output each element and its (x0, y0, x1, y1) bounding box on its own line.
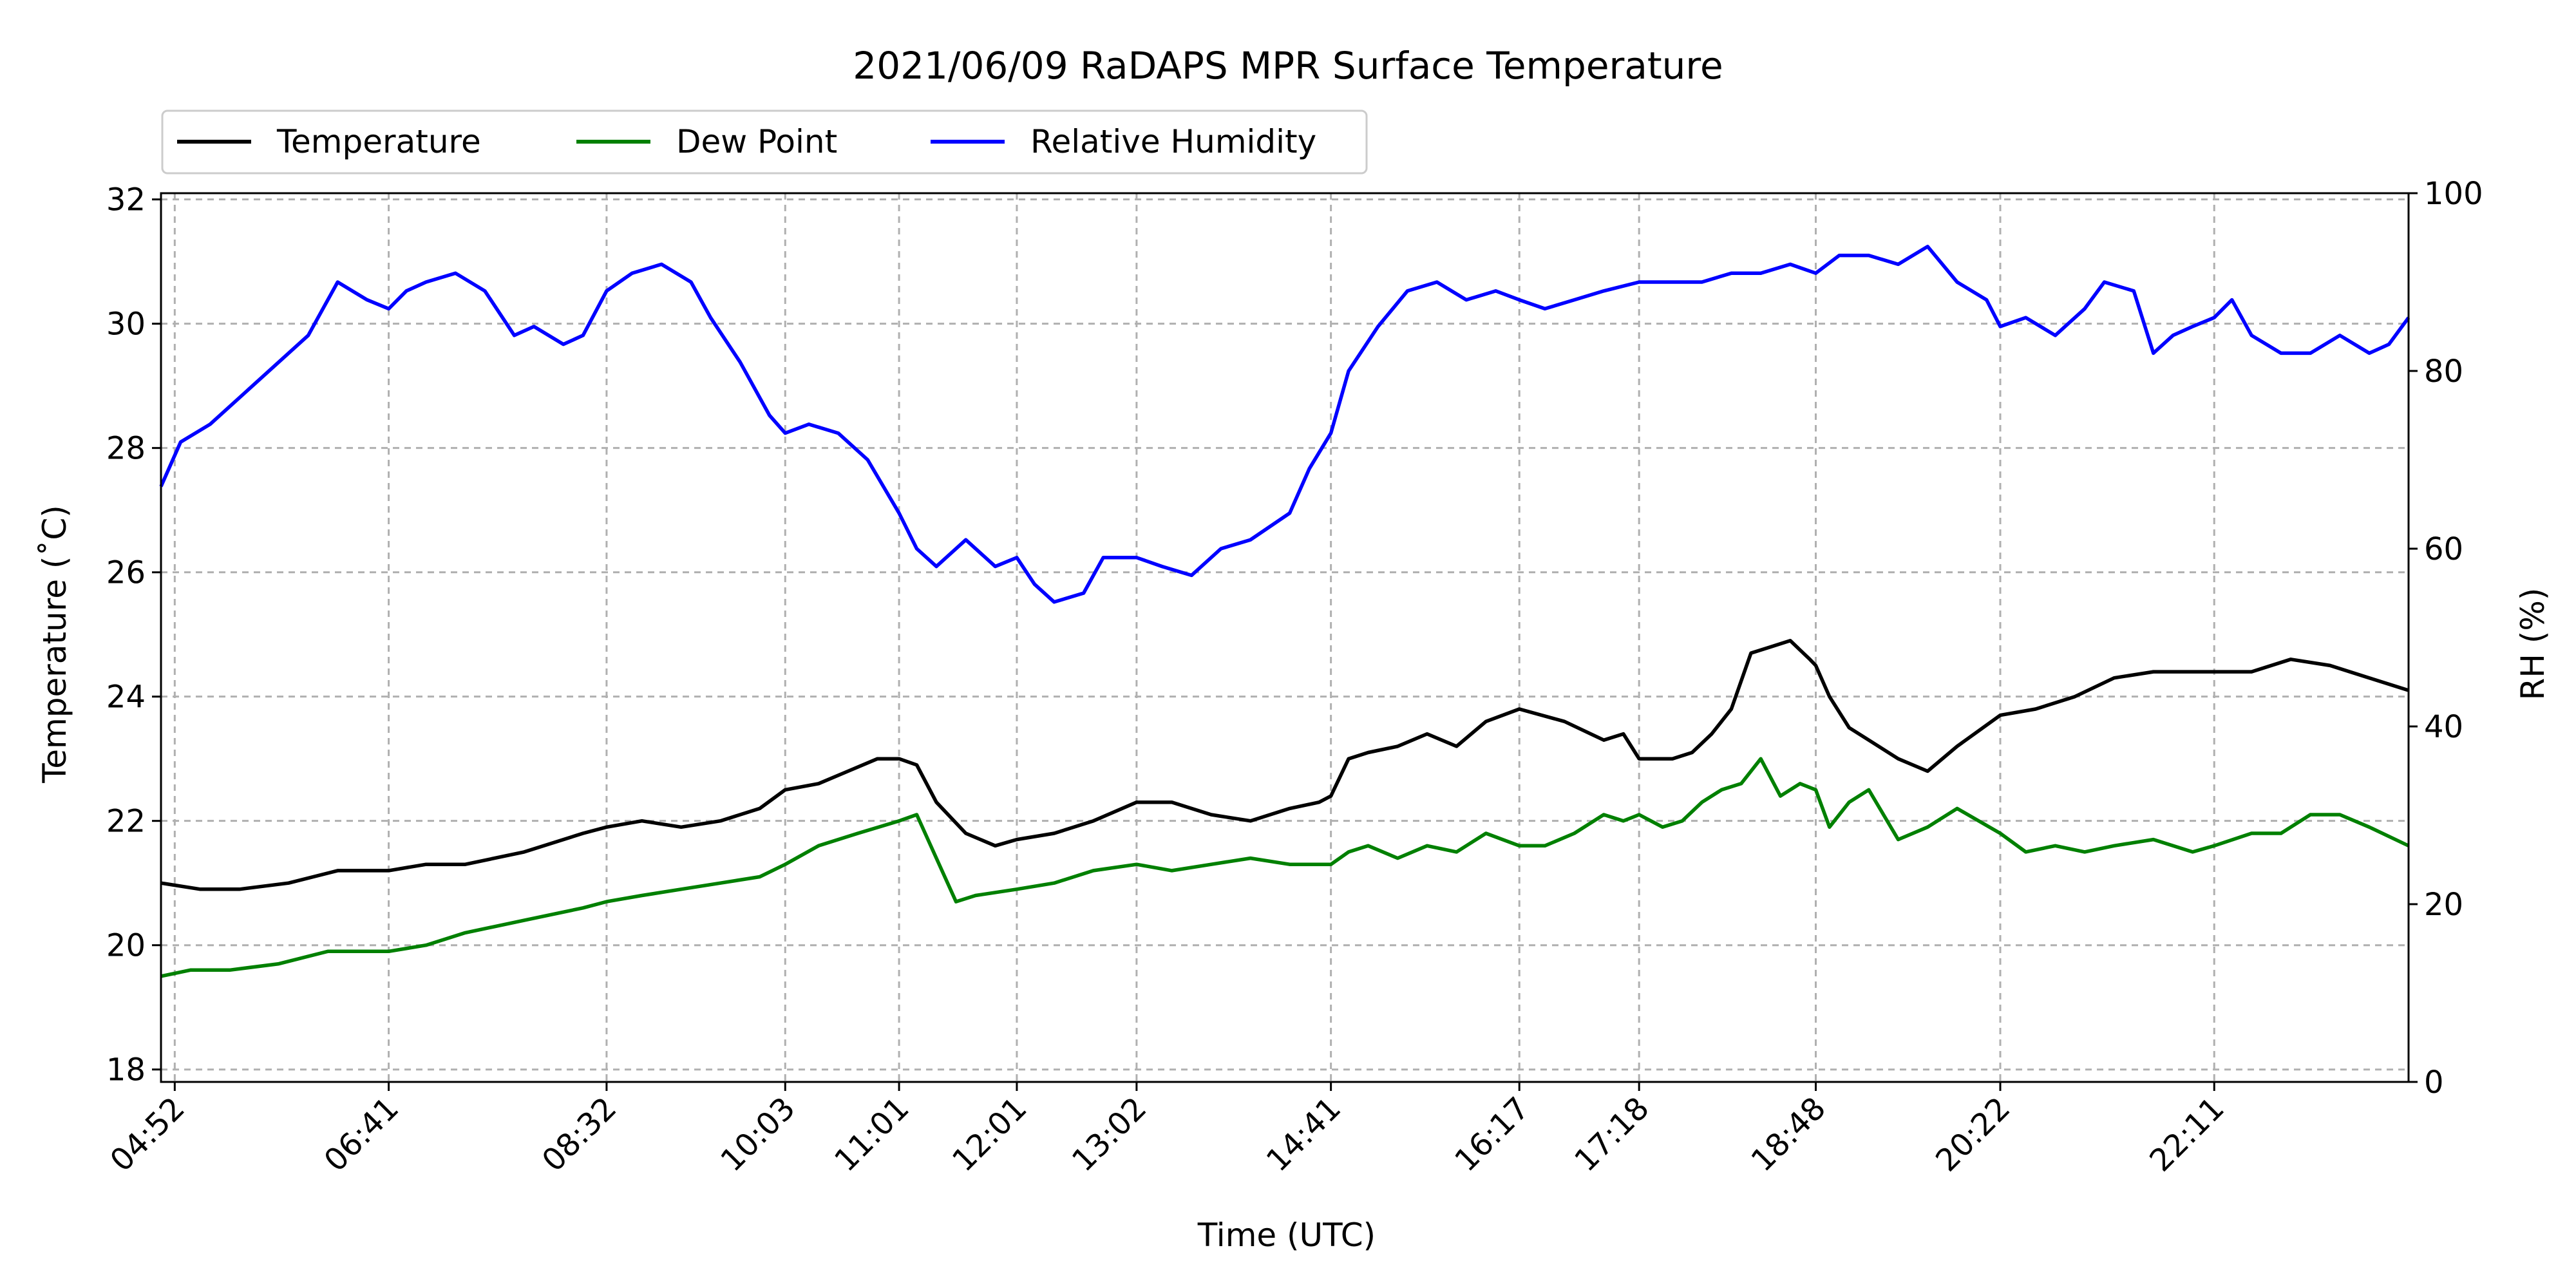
x-tick-label: 17:18 (1567, 1090, 1656, 1179)
y-tick-label: 24 (106, 679, 146, 715)
x-tick-label: 18:48 (1745, 1090, 1833, 1179)
x-tick-label: 08:32 (535, 1090, 623, 1179)
y2-tick-label: 20 (2424, 887, 2463, 923)
y-tick-label: 20 (106, 928, 146, 964)
y-tick-label: 32 (106, 182, 146, 218)
y2-tick-label: 80 (2424, 354, 2463, 390)
y-tick-label: 26 (106, 555, 146, 591)
y2-tick-label: 60 (2424, 531, 2463, 567)
y-tick-label: 28 (106, 431, 146, 467)
y2-axis-label: RH (%) (2514, 588, 2552, 701)
x-tick-label: 12:01 (945, 1090, 1034, 1179)
series-line-relative-humidity (159, 245, 2410, 604)
legend-label-temperature: Temperature (276, 123, 481, 160)
chart-title: 2021/06/09 RaDAPS MPR Surface Temperatur… (853, 44, 1723, 88)
plot-frame (160, 192, 2410, 1083)
legend-frame (161, 109, 1368, 175)
series-line-temperature (160, 639, 2409, 891)
x-axis-label: Time (UTC) (1197, 1217, 1376, 1254)
series-line-dew-point (160, 757, 2410, 978)
x-tick-label: 13:02 (1065, 1090, 1153, 1179)
y-tick-label: 22 (106, 804, 146, 840)
x-tick-label: 20:22 (1929, 1090, 2017, 1179)
x-tick-label: 14:41 (1260, 1090, 1348, 1179)
y-tick-label: 30 (106, 307, 146, 343)
y-tick-label: 18 (106, 1052, 146, 1088)
y2-tick-label: 40 (2424, 709, 2463, 745)
y-axis-label: Temperature (˚C) (36, 505, 73, 784)
series-layer (159, 245, 2410, 978)
y2-tick-label: 100 (2424, 176, 2483, 212)
x-tick-label: 06:41 (317, 1090, 406, 1179)
grid-layer (161, 193, 2409, 1082)
y2-tick-label: 0 (2424, 1065, 2444, 1101)
x-tick-label: 16:17 (1448, 1090, 1536, 1179)
x-tick-label: 22:11 (2143, 1090, 2231, 1179)
x-tick-label: 11:01 (828, 1090, 916, 1179)
axes-layer (160, 192, 2410, 1083)
x-tick-label: 04:52 (103, 1090, 191, 1179)
x-tick-label: 10:03 (714, 1090, 802, 1179)
legend-label-relative-humidity: Relative Humidity (1030, 123, 1316, 160)
legend-label-dew-point: Dew Point (676, 123, 837, 160)
legend: Temperature Dew Point Relative Humidity (161, 109, 1368, 175)
